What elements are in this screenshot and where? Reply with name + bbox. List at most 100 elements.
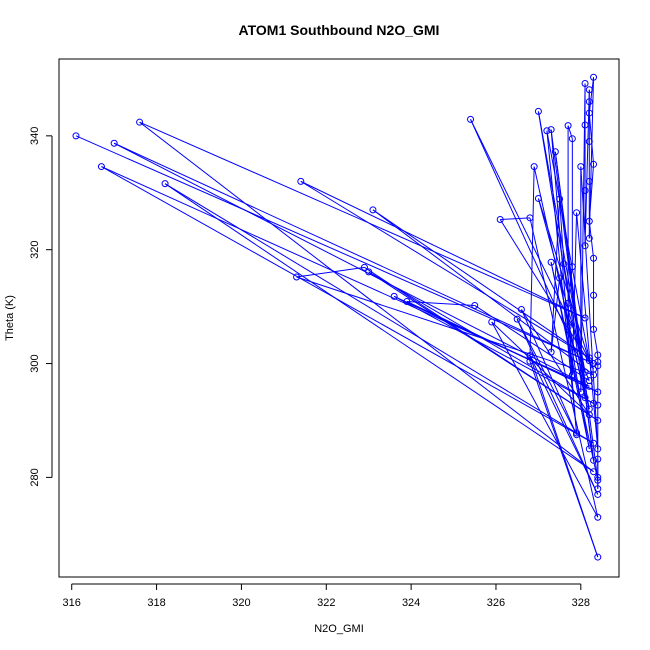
y-tick-label: 320 — [29, 241, 41, 259]
series-segment — [559, 198, 565, 264]
series-segment — [567, 326, 590, 410]
data-point — [467, 115, 475, 123]
x-axis: 316 318 320 322 324 326 328 — [63, 583, 590, 609]
series-segment — [580, 83, 586, 393]
data-point — [568, 135, 576, 143]
data-point — [594, 388, 602, 396]
x-tick-label: 318 — [147, 597, 165, 609]
data-point — [585, 234, 593, 242]
data-point — [573, 429, 581, 437]
data-point — [72, 132, 80, 140]
x-tick-label: 322 — [317, 597, 335, 609]
x-tick-label: 328 — [572, 597, 590, 609]
data-point — [390, 292, 398, 300]
series-segment — [588, 221, 595, 259]
data-point — [551, 148, 559, 156]
data-point — [568, 371, 576, 379]
y-tick-label: 280 — [29, 468, 41, 486]
data-point — [585, 445, 593, 453]
series-segment — [529, 166, 535, 362]
data-point — [594, 362, 602, 370]
series-segment — [567, 303, 573, 375]
series-segment — [550, 278, 561, 353]
data-point — [568, 263, 576, 271]
series-segment — [567, 266, 573, 304]
series-segment — [101, 166, 594, 444]
x-axis-label: N2O_GMI — [314, 623, 364, 635]
series-segment — [576, 212, 599, 449]
data-point — [581, 186, 589, 194]
data-point — [585, 98, 593, 106]
series-points — [72, 73, 602, 561]
data-point — [594, 485, 602, 493]
data-point — [590, 160, 598, 168]
data-point — [581, 394, 589, 402]
data-point — [594, 416, 602, 424]
series-segment — [593, 329, 599, 356]
series-segment — [296, 276, 594, 376]
y-tick-label: 300 — [29, 354, 41, 372]
series-segment — [491, 321, 599, 518]
y-axis-label: Theta (K) — [4, 295, 16, 341]
data-point — [590, 365, 598, 373]
series-segment — [546, 130, 578, 434]
series-lines — [75, 77, 599, 558]
series-segment — [393, 295, 594, 404]
data-point — [585, 138, 593, 146]
data-point — [594, 513, 602, 521]
series-segment — [164, 183, 594, 473]
data-point — [581, 242, 589, 250]
data-point — [590, 456, 598, 464]
series-segment — [372, 209, 594, 376]
series-segment — [113, 142, 590, 387]
data-point — [581, 314, 589, 322]
series-segment — [139, 121, 594, 473]
data-point — [590, 399, 598, 407]
series-segment — [588, 77, 595, 114]
data-point — [577, 163, 585, 171]
data-point — [594, 476, 602, 484]
data-point — [488, 318, 496, 326]
data-point — [594, 445, 602, 453]
data-point — [581, 368, 589, 376]
series-segment — [550, 129, 578, 434]
data-point — [360, 263, 368, 271]
series-segment — [550, 199, 561, 353]
data-point — [547, 258, 555, 266]
series-segment — [296, 266, 365, 278]
data-point — [564, 323, 572, 331]
plot-frame — [58, 58, 620, 578]
data-point — [573, 209, 581, 217]
data-point — [526, 214, 534, 222]
data-point — [594, 455, 602, 463]
series-segment — [75, 135, 594, 364]
data-point — [517, 305, 525, 313]
series-segment — [300, 180, 590, 359]
x-tick-label: 326 — [487, 597, 505, 609]
data-point — [585, 177, 593, 185]
series-segment — [516, 318, 578, 435]
data-point — [594, 358, 602, 366]
data-point — [590, 291, 598, 299]
data-point — [526, 357, 534, 365]
data-point — [585, 354, 593, 362]
data-point — [110, 139, 118, 147]
data-point — [547, 348, 555, 356]
series-segment — [554, 151, 599, 481]
series-segment — [588, 164, 595, 222]
data-point — [513, 315, 521, 323]
series-segment — [529, 355, 599, 495]
data-point — [590, 468, 598, 476]
series-segment — [113, 142, 594, 364]
series-segment — [300, 180, 586, 319]
data-point — [594, 553, 602, 561]
series-segment — [559, 278, 590, 450]
data-point — [403, 297, 411, 305]
x-tick-label: 324 — [402, 597, 420, 609]
data-point — [585, 405, 593, 413]
data-point — [585, 217, 593, 225]
data-point — [594, 473, 602, 481]
data-point — [97, 163, 105, 171]
y-tick-label: 340 — [29, 127, 41, 145]
